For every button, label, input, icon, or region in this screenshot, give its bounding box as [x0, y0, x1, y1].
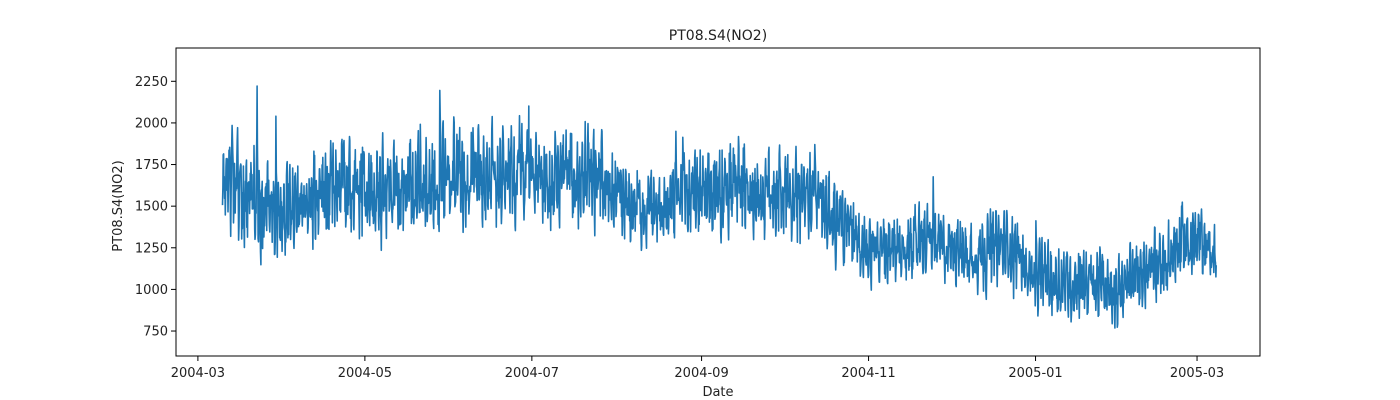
y-axis-ticks: 750 1000 1250 1500 1750 2000 2250 — [135, 75, 176, 340]
y-tick-label: 1500 — [135, 200, 168, 215]
x-tick-label: 2004-05 — [338, 366, 392, 381]
y-tick-label: 2000 — [135, 116, 168, 131]
x-tick-label: 2004-07 — [505, 366, 559, 381]
x-tick-label: 2005-01 — [1008, 366, 1062, 381]
series-line — [221, 85, 1217, 329]
plot-frame — [175, 47, 1261, 357]
plot-series — [221, 85, 1217, 329]
x-tick-label: 2004-11 — [841, 366, 895, 381]
chart-title: PT08.S4(NO2) — [669, 28, 767, 44]
x-tick-label: 2004-03 — [171, 366, 225, 381]
y-tick-label: 750 — [143, 325, 168, 340]
y-tick-label: 1250 — [135, 241, 168, 256]
x-axis-ticks: 2004-03 2004-05 2004-07 2004-09 2004-11 2005-… — [171, 356, 1224, 381]
x-tick-label: 2004-09 — [674, 366, 728, 381]
x-axis-label: Date — [702, 385, 733, 400]
x-tick-label: 2005-03 — [1170, 366, 1224, 381]
y-tick-label: 1000 — [135, 283, 168, 298]
y-tick-label: 2250 — [135, 75, 168, 90]
y-axis-label: PT08.S4(NO2) — [111, 160, 126, 251]
y-tick-label: 1750 — [135, 158, 168, 173]
